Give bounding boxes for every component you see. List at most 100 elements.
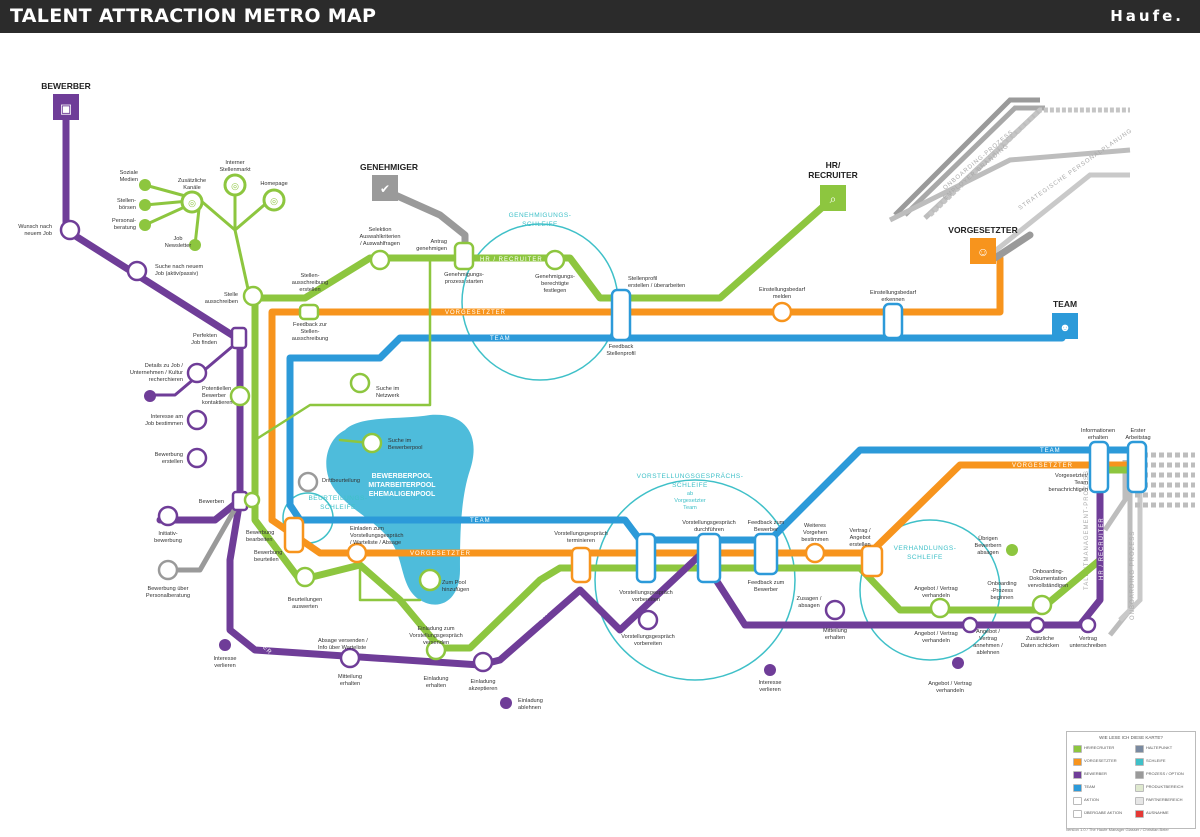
label-zusagen-1: Zusagen / [797, 596, 822, 602]
label-angebot-annehmen-2: Vertrag [979, 636, 997, 642]
label-genehmigungsberechtigte-1: Genehmigungs- [535, 274, 575, 280]
pen-icon [860, 544, 884, 578]
profile-icon [610, 288, 632, 342]
label-details-3: recherchieren [149, 377, 183, 383]
label-soziale-2: Medien [120, 177, 138, 183]
label-suche-1: Suche nach neuem [155, 264, 204, 270]
label-einladung-vorst-2: Vorstellungsgespräch [409, 633, 463, 639]
document-icon [298, 303, 320, 321]
eye-icon [59, 219, 81, 241]
label-selektion-1: Selektion [368, 227, 391, 233]
map-title: TALENT ATTRACTION METRO MAP [10, 5, 377, 27]
mail-icon [229, 385, 251, 407]
genehmiger-terminal [372, 175, 398, 201]
label-bewerbung-bearbeiten-1: Bewerbung [246, 530, 274, 536]
line-label-hr-1: HR / RECRUITER [480, 257, 543, 263]
label-absage-1: Absage versenden / [318, 638, 368, 644]
label-feedback-bewerber2-2: Bewerber [754, 587, 778, 593]
title-bar: TALENT ATTRACTION METRO MAP Haufe. [0, 0, 1200, 33]
label-soziale-1: Soziale [120, 170, 138, 176]
line-label-team-1: TEAM [490, 336, 511, 342]
calendar-icon [1126, 440, 1148, 494]
label-stellenprofil-2: erstellen / überarbeiten [628, 283, 685, 289]
grey-line-6 [988, 172, 1130, 257]
hr-terminal-label-2: RECRUITER [808, 170, 858, 180]
label-zusagen-2: absagen [798, 603, 819, 609]
user-search-icon: ⌕ [830, 192, 837, 206]
label-newsletter-1: Job [173, 236, 182, 242]
share-icon [242, 285, 264, 307]
line-label-vorgesetzter-1: VORGESETZTER [445, 310, 506, 316]
close-icon [219, 639, 231, 651]
label-personal-2: beratung [114, 225, 136, 231]
label-vorgesetzter-team-3: benachrichtigen [1049, 487, 1089, 493]
pool-label-3: EHEMALIGENPOOL [369, 491, 436, 498]
line-label-team-3: TEAM [1040, 448, 1061, 454]
label-newsletter-2: Newsletter [165, 243, 192, 249]
legend-swatch [1135, 797, 1144, 805]
channel-node-intern [223, 173, 247, 197]
legend-label: PARTNERBEREICH [1146, 797, 1183, 802]
label-stellenboersen-1: Stellen- [117, 198, 136, 204]
channel-tree [143, 183, 272, 300]
label-personal-1: Personal- [112, 218, 136, 224]
label-uebrigen-2: Bewerbern [974, 543, 1001, 549]
mail-icon [339, 647, 361, 669]
label-zusaetzliche-2: Kanäle [183, 185, 200, 191]
close-icon [144, 390, 156, 402]
mail-icon [824, 599, 846, 621]
label-stellenausschreibung-1: Stellen- [301, 273, 320, 279]
chat-icon [696, 532, 722, 584]
label-informationen-2: erhalten [1088, 435, 1108, 441]
label-wunsch-1: Wunsch nach [18, 224, 52, 230]
label-drittbeurteilung: Drittbeurteilung [322, 478, 360, 484]
user-icon [544, 249, 566, 271]
hr-terminal-label-1: HR/ [826, 160, 841, 170]
label-selektion-2: Auswahlkriterien [359, 234, 400, 240]
broadcast-icon: ◎ [270, 196, 278, 206]
label-angebot-annehmen-1: Angebot / [976, 629, 1000, 635]
legend-label: ÜBERGABE AKTION [1084, 810, 1123, 815]
label-weiteres-3: bestimmen [801, 537, 828, 543]
hr-terminal [820, 185, 846, 211]
label-stellenprofil-1: Stellenprofil [628, 276, 657, 282]
label-informationen-1: Informationen [1081, 428, 1115, 434]
close-icon [1006, 544, 1018, 556]
label-vg-vorbereiten2-2: vorbereiten [634, 641, 662, 647]
label-details-1: Details zu Job / [145, 363, 184, 369]
label-zusaetzliche-daten-1: Zusätzliche [1026, 636, 1054, 642]
manager-icon: ☺ [977, 245, 989, 259]
label-genehmigungsprozess-2: prozess starten [445, 279, 483, 285]
pen-icon [1031, 594, 1053, 616]
grey-line-1 [893, 97, 1040, 217]
label-feedback-stellenprofil-2: Stellenprofil [606, 351, 635, 357]
hr-branch-netzwerk [253, 256, 432, 442]
pen-icon [186, 447, 208, 469]
label-einstellungsbedarf-melden-1: Einstellungsbedarf [759, 287, 805, 293]
bewerber-terminal [53, 94, 79, 120]
label-angebot-verhandeln2-1: Angebot / Vertrag [914, 631, 958, 637]
vorgesetzter-terminal-link [991, 231, 1034, 262]
label-zum-pool-2: hinzufügen [442, 587, 469, 593]
label-erster-arbeitstag-2: Arbeitstag [1125, 435, 1150, 441]
label-interesse-verlieren2-1: Interesse [758, 680, 781, 686]
broadcast-icon: ◎ [188, 198, 196, 208]
pen-icon [1079, 616, 1097, 634]
handshake-icon [929, 597, 951, 619]
label-details-2: Unternehmen / Kultur [130, 370, 183, 376]
label-onboarding-beginnen-3: beginnen [990, 595, 1013, 601]
pool-label-2: MITARBEITERPOOL [368, 482, 436, 489]
channel-node-soziale-medien [139, 179, 151, 191]
label-vg-terminieren-1: Vorstellungsgespräch [554, 531, 608, 537]
add-icon [418, 568, 442, 592]
loop-labels: GENEHMIGUNGS- SCHLEIFE BEURTEILUNGS- SCH… [308, 212, 955, 561]
label-feedback-stellen-1: Feedback zur [293, 322, 327, 328]
grey-label-3: EMPLOYER BRANDING [942, 143, 1010, 201]
label-einladung-vorst-1: Einladung zum [417, 626, 454, 632]
label-vertrag-angebot-3: erstellen [849, 542, 870, 548]
eye-icon [882, 302, 904, 340]
label-vg-terminieren-2: terminieren [567, 538, 595, 544]
close-icon [952, 657, 964, 669]
footer-credit: version 1.0 / The Haufe Manager Glasser … [1066, 827, 1169, 832]
hr-line-top [251, 201, 829, 302]
